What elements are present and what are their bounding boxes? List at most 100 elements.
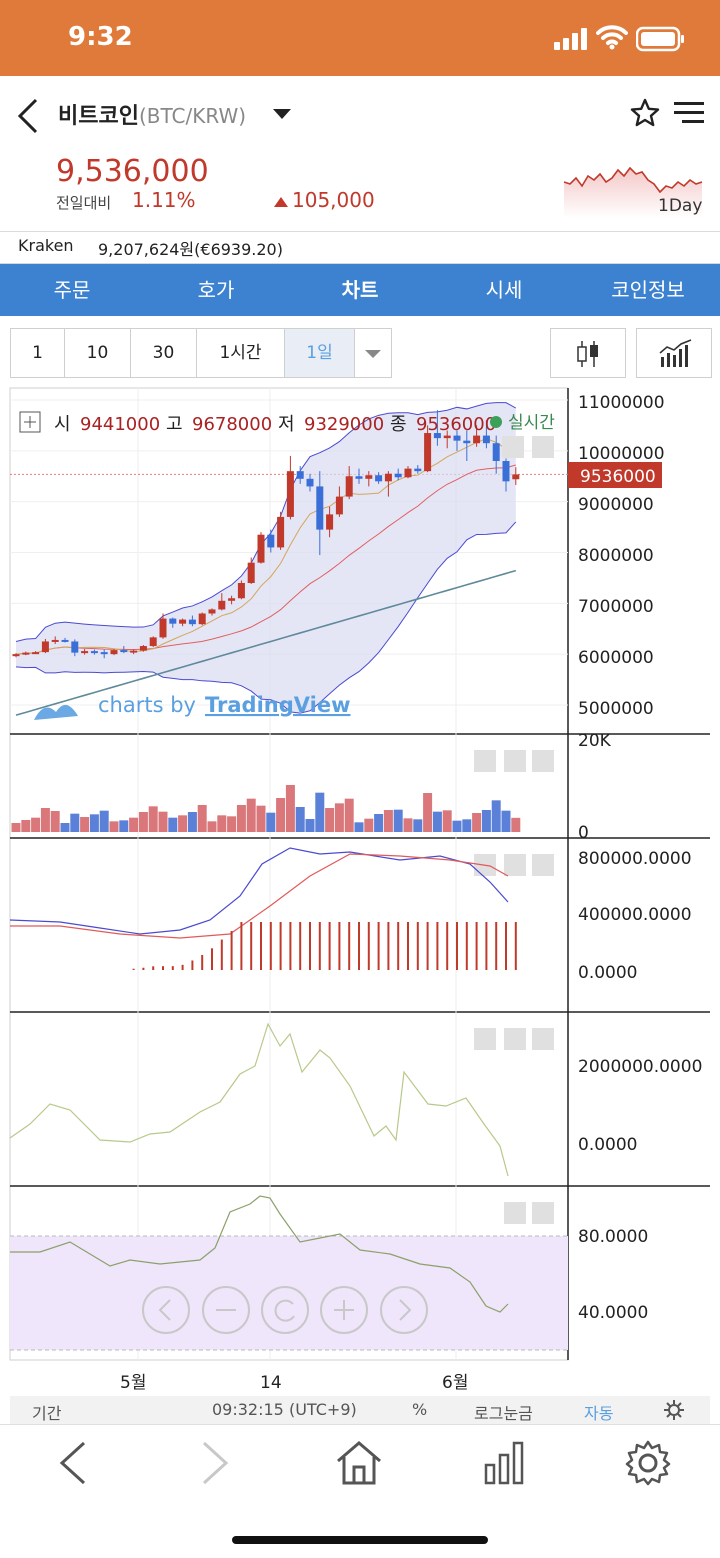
x-tick: 6월 xyxy=(442,1373,468,1393)
interval-dropdown[interactable] xyxy=(355,329,391,377)
move-down-icon[interactable] xyxy=(504,1028,526,1050)
wifi-icon xyxy=(596,25,628,50)
exchange-row: Kraken 9,207,624원(€6939.20) xyxy=(0,232,720,264)
tab-order[interactable]: 주문 xyxy=(53,278,91,302)
status-time: 9:32 xyxy=(68,22,133,52)
candle-body xyxy=(443,435,451,439)
tab-chart[interactable]: 차트 xyxy=(341,278,379,302)
move-down-icon[interactable] xyxy=(502,436,524,458)
bar-chart-icon[interactable] xyxy=(482,1439,528,1487)
candle-type-button[interactable] xyxy=(550,328,626,378)
settings-gear-icon[interactable] xyxy=(624,1439,672,1487)
interval-1[interactable]: 1 xyxy=(11,329,65,377)
scroll-right-icon[interactable] xyxy=(380,1286,428,1334)
move-up-icon[interactable] xyxy=(474,750,496,772)
indicator-icon xyxy=(659,339,692,367)
volume-bar xyxy=(80,817,90,832)
trading-chart[interactable]: charts by TradingView 시 9441000 고 967800… xyxy=(0,386,720,1396)
volume-bar xyxy=(31,817,41,832)
current-price: 9,536,000 xyxy=(56,154,209,189)
volume-bar xyxy=(217,815,227,832)
candle-body xyxy=(316,486,324,530)
menu-icon[interactable] xyxy=(674,100,704,126)
nav-back-icon[interactable] xyxy=(56,1439,90,1487)
rsi-panel xyxy=(10,1195,568,1351)
volume-tick: 20K xyxy=(578,731,612,751)
candle-body xyxy=(355,476,363,479)
candle-body xyxy=(277,516,285,548)
volume-bar xyxy=(423,793,433,832)
reset-icon[interactable] xyxy=(261,1286,309,1334)
volume-bar xyxy=(246,798,256,832)
interval-bar: 1 10 30 1시간 1일 xyxy=(10,328,392,378)
candlestick-icon xyxy=(577,341,598,367)
volume-bar xyxy=(481,810,491,832)
period-button[interactable]: 기간 xyxy=(32,1404,62,1423)
macd-tick: 400000.0000 xyxy=(578,905,692,925)
volume-bar xyxy=(256,805,266,832)
sparkline-label: 1Day xyxy=(658,196,703,216)
candle-body xyxy=(159,618,167,638)
indicator-button[interactable] xyxy=(636,328,712,378)
interval-10[interactable]: 10 xyxy=(65,329,131,377)
candle-body xyxy=(345,476,353,497)
volume-bar xyxy=(442,810,452,832)
dropdown-icon[interactable] xyxy=(272,108,292,120)
candle-body xyxy=(41,641,49,653)
tab-market[interactable]: 시세 xyxy=(485,278,523,302)
candle-body xyxy=(169,618,177,624)
coin-name: 비트코인 xyxy=(58,104,139,129)
move-updown-icon[interactable] xyxy=(532,1028,554,1050)
candle-body xyxy=(404,468,412,478)
move-updown-icon[interactable] xyxy=(532,436,554,458)
move-updown-icon[interactable] xyxy=(532,854,554,876)
x-tick: 5월 xyxy=(120,1373,146,1393)
move-updown-icon[interactable] xyxy=(532,1202,554,1224)
home-icon[interactable] xyxy=(334,1439,384,1487)
candle-body xyxy=(394,473,402,478)
clock-label: 09:32:15 (UTC+9) xyxy=(212,1400,357,1419)
candle-body xyxy=(365,475,373,479)
gear-icon[interactable] xyxy=(664,1400,684,1420)
ohlc-legend: 시 9441000 고 9678000 저 9329000 종 9536000 … xyxy=(19,411,555,435)
back-icon[interactable] xyxy=(14,96,44,136)
move-up-icon[interactable] xyxy=(474,1028,496,1050)
rsi-tick: 40.0000 xyxy=(578,1303,648,1323)
move-updown-icon[interactable] xyxy=(532,750,554,772)
volume-bar xyxy=(236,805,246,832)
volume-bar xyxy=(511,817,521,832)
tab-orderbook[interactable]: 호가 xyxy=(197,278,235,302)
candle-body xyxy=(237,583,245,599)
change-amount: 105,000 xyxy=(274,188,375,212)
interval-1h[interactable]: 1시간 xyxy=(197,329,285,377)
log-scale-toggle[interactable]: 로그눈금 xyxy=(474,1404,533,1423)
star-icon[interactable] xyxy=(630,98,660,128)
last-price-tag xyxy=(568,462,662,488)
volume-bar xyxy=(138,812,148,832)
move-down-icon[interactable] xyxy=(504,854,526,876)
scroll-left-icon[interactable] xyxy=(142,1286,190,1334)
move-up-icon[interactable] xyxy=(504,1202,526,1224)
zoom-out-icon[interactable] xyxy=(202,1286,250,1334)
candle-body xyxy=(22,652,30,655)
price-tick: 9000000 xyxy=(578,495,654,515)
interval-1d[interactable]: 1일 xyxy=(285,329,355,377)
volume-bar xyxy=(99,810,109,832)
interval-30[interactable]: 30 xyxy=(131,329,197,377)
candle-body xyxy=(32,652,40,655)
tradingview-logo-icon xyxy=(34,704,78,720)
tradingview-watermark: charts by TradingView xyxy=(34,693,350,720)
sparkline-chart[interactable] xyxy=(562,162,704,218)
auto-scale-toggle[interactable]: 자동 xyxy=(584,1404,614,1423)
coin-title[interactable]: 비트코인(BTC/KRW) xyxy=(58,98,246,130)
nav-forward-icon[interactable] xyxy=(198,1439,232,1487)
candle-body xyxy=(218,600,226,610)
candle-body xyxy=(433,433,441,439)
move-down-icon[interactable] xyxy=(504,750,526,772)
tab-coin-info[interactable]: 코인정보 xyxy=(611,278,685,302)
percent-toggle[interactable]: % xyxy=(412,1400,428,1419)
candle-body xyxy=(267,534,275,548)
high-value: 9678000 xyxy=(192,414,272,435)
zoom-in-icon[interactable] xyxy=(320,1286,368,1334)
candle-body xyxy=(482,435,490,444)
